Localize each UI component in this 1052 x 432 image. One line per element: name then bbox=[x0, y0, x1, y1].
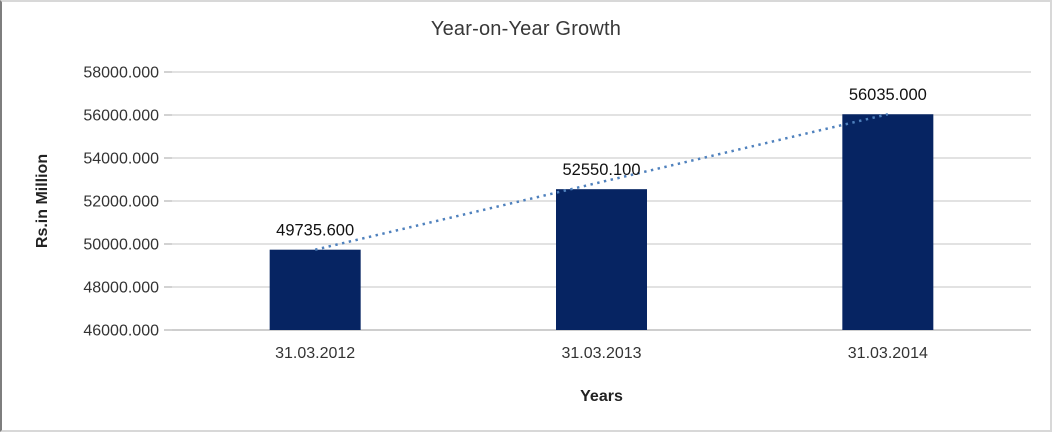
x-tick-label: 31.03.2012 bbox=[275, 345, 355, 362]
y-tick-label: 54000.000 bbox=[83, 151, 159, 168]
y-tick-label: 48000.000 bbox=[83, 280, 159, 297]
x-tick-label: 31.03.2014 bbox=[848, 345, 928, 362]
x-tick-label: 31.03.2013 bbox=[561, 345, 641, 362]
bar-value-label: 52550.100 bbox=[563, 161, 641, 179]
bar bbox=[269, 249, 361, 330]
y-tick-label: 58000.000 bbox=[83, 65, 159, 82]
y-tick-label: 52000.000 bbox=[83, 194, 159, 211]
chart-title: Year-on-Year Growth bbox=[430, 18, 622, 40]
bar bbox=[842, 114, 934, 330]
y-tick-label: 46000.000 bbox=[83, 323, 159, 340]
bar bbox=[556, 189, 647, 330]
bar-value-label: 56035.000 bbox=[849, 86, 927, 104]
y-tick-label: 56000.000 bbox=[83, 108, 159, 125]
x-axis-title: Years bbox=[580, 388, 623, 405]
y-tick-label: 50000.000 bbox=[83, 237, 159, 254]
trendline bbox=[314, 113, 889, 251]
bar-value-label: 49735.600 bbox=[276, 222, 354, 240]
